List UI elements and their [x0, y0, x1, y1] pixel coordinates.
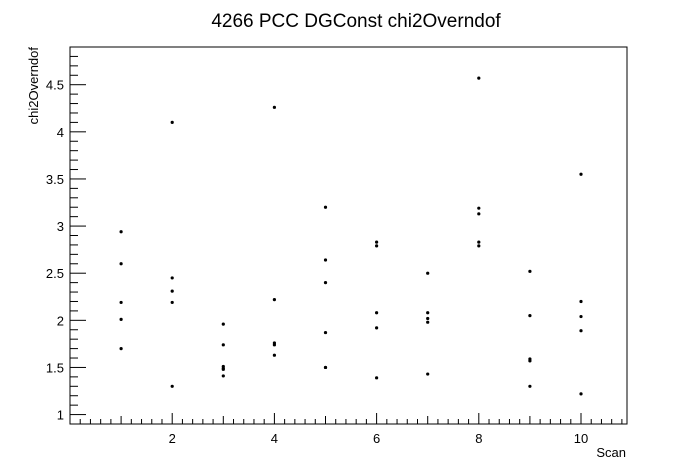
data-point [170, 289, 174, 293]
data-point [323, 365, 328, 370]
x-tick-label: 10 [574, 431, 588, 446]
x-tick-label: 6 [373, 431, 380, 446]
data-point [119, 300, 123, 305]
y-tick-label: 4 [57, 125, 64, 140]
data-points [119, 76, 583, 396]
data-point [221, 343, 225, 347]
y-tick-label: 3.5 [46, 172, 64, 187]
data-point [528, 384, 532, 388]
data-point [170, 384, 174, 388]
data-point [323, 258, 328, 262]
data-point [426, 271, 430, 275]
x-tick-label: 4 [271, 431, 278, 446]
data-point [119, 230, 123, 234]
data-point [579, 314, 583, 319]
data-point [323, 281, 328, 285]
data-point [579, 329, 583, 333]
y-tick-label: 1.5 [46, 360, 64, 375]
data-point [426, 320, 430, 324]
y-tick-label: 2.5 [46, 266, 64, 281]
data-point [221, 366, 225, 370]
data-point [170, 300, 174, 305]
data-point [170, 120, 174, 124]
y-tick-label: 4.5 [46, 78, 64, 93]
data-point [375, 376, 379, 380]
data-point [119, 317, 123, 321]
data-point [528, 359, 532, 363]
data-point [426, 372, 430, 376]
y-tick-label: 1 [57, 408, 64, 423]
data-point [579, 392, 583, 396]
x-tick-label: 8 [475, 431, 482, 446]
x-axis-label: Scan [596, 445, 626, 460]
data-point [375, 244, 379, 248]
data-point [221, 322, 225, 326]
data-point [119, 347, 123, 351]
data-point [375, 311, 379, 315]
data-point [323, 330, 328, 335]
data-point [477, 76, 481, 80]
plot-frame [69, 46, 628, 425]
data-point [477, 206, 481, 210]
x-tick-label: 2 [169, 431, 176, 446]
data-point [375, 240, 379, 244]
data-point [579, 172, 583, 176]
data-point [477, 244, 481, 248]
y-tick-label: 3 [57, 219, 64, 234]
data-point [579, 299, 583, 304]
y-tick-label: 2 [57, 313, 64, 328]
data-point [375, 326, 379, 330]
data-point [170, 276, 174, 280]
data-point [221, 374, 225, 378]
data-point [272, 105, 277, 109]
data-point [426, 311, 430, 315]
data-point [119, 262, 123, 266]
data-point [426, 316, 430, 321]
data-point [528, 269, 532, 273]
x-axis-ticks: 2 4 6 8 10 [79, 413, 623, 446]
y-axis-ticks: 1 1.5 2 2.5 3 3.5 4 4.5 [46, 46, 86, 423]
data-point [323, 205, 328, 209]
y-axis-label: chi2Overndof [26, 47, 41, 125]
data-point [272, 353, 277, 357]
data-point [272, 297, 277, 302]
data-point [528, 314, 532, 318]
chart-title: 4266 PCC DGConst chi2Overndof [211, 11, 501, 32]
data-point [477, 240, 481, 244]
data-point [477, 212, 481, 216]
data-point [272, 343, 277, 347]
